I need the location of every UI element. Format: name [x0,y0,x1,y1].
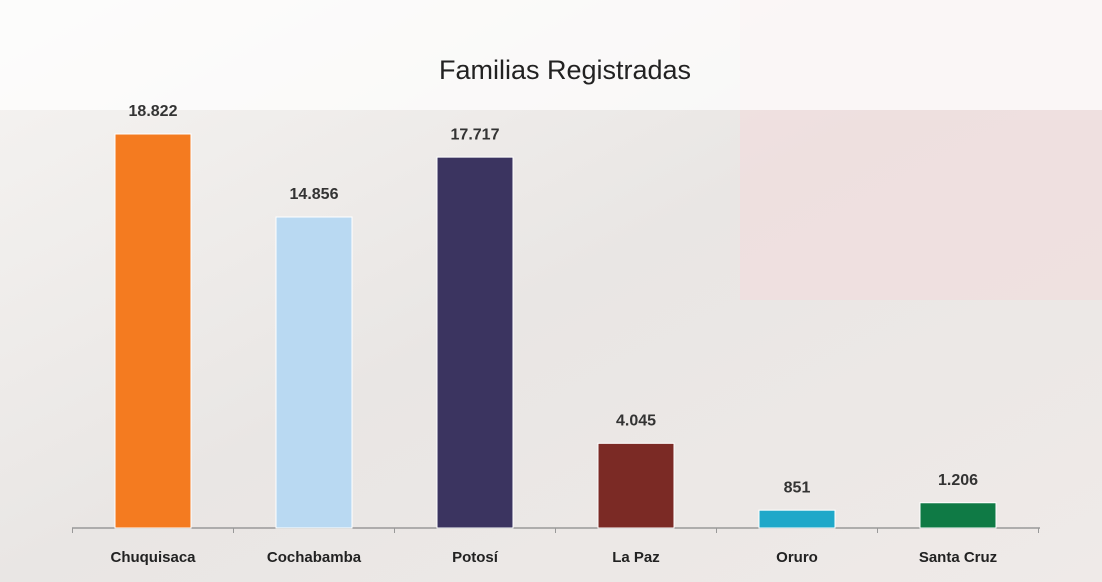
bar [436,156,514,529]
x-tick-label: Potosí [452,549,499,566]
value-label: 17.717 [451,126,500,143]
bar [275,216,353,529]
bar [114,133,192,529]
chart-title: Familias Registradas [439,55,691,85]
bar [758,509,836,529]
x-tick-label: Santa Cruz [919,549,997,566]
value-label: 1.206 [938,472,978,489]
background-fade [0,0,1102,110]
bar [597,442,675,529]
x-tick-label: Oruro [776,549,818,566]
value-label: 851 [784,479,811,496]
x-tick-label: Cochabamba [267,549,362,566]
value-label: 14.856 [290,186,339,203]
bar [919,502,997,529]
x-tick-label: La Paz [612,549,660,566]
value-label: 4.045 [616,413,656,430]
x-tick-label: Chuquisaca [110,549,196,566]
value-label: 18.822 [129,103,178,120]
